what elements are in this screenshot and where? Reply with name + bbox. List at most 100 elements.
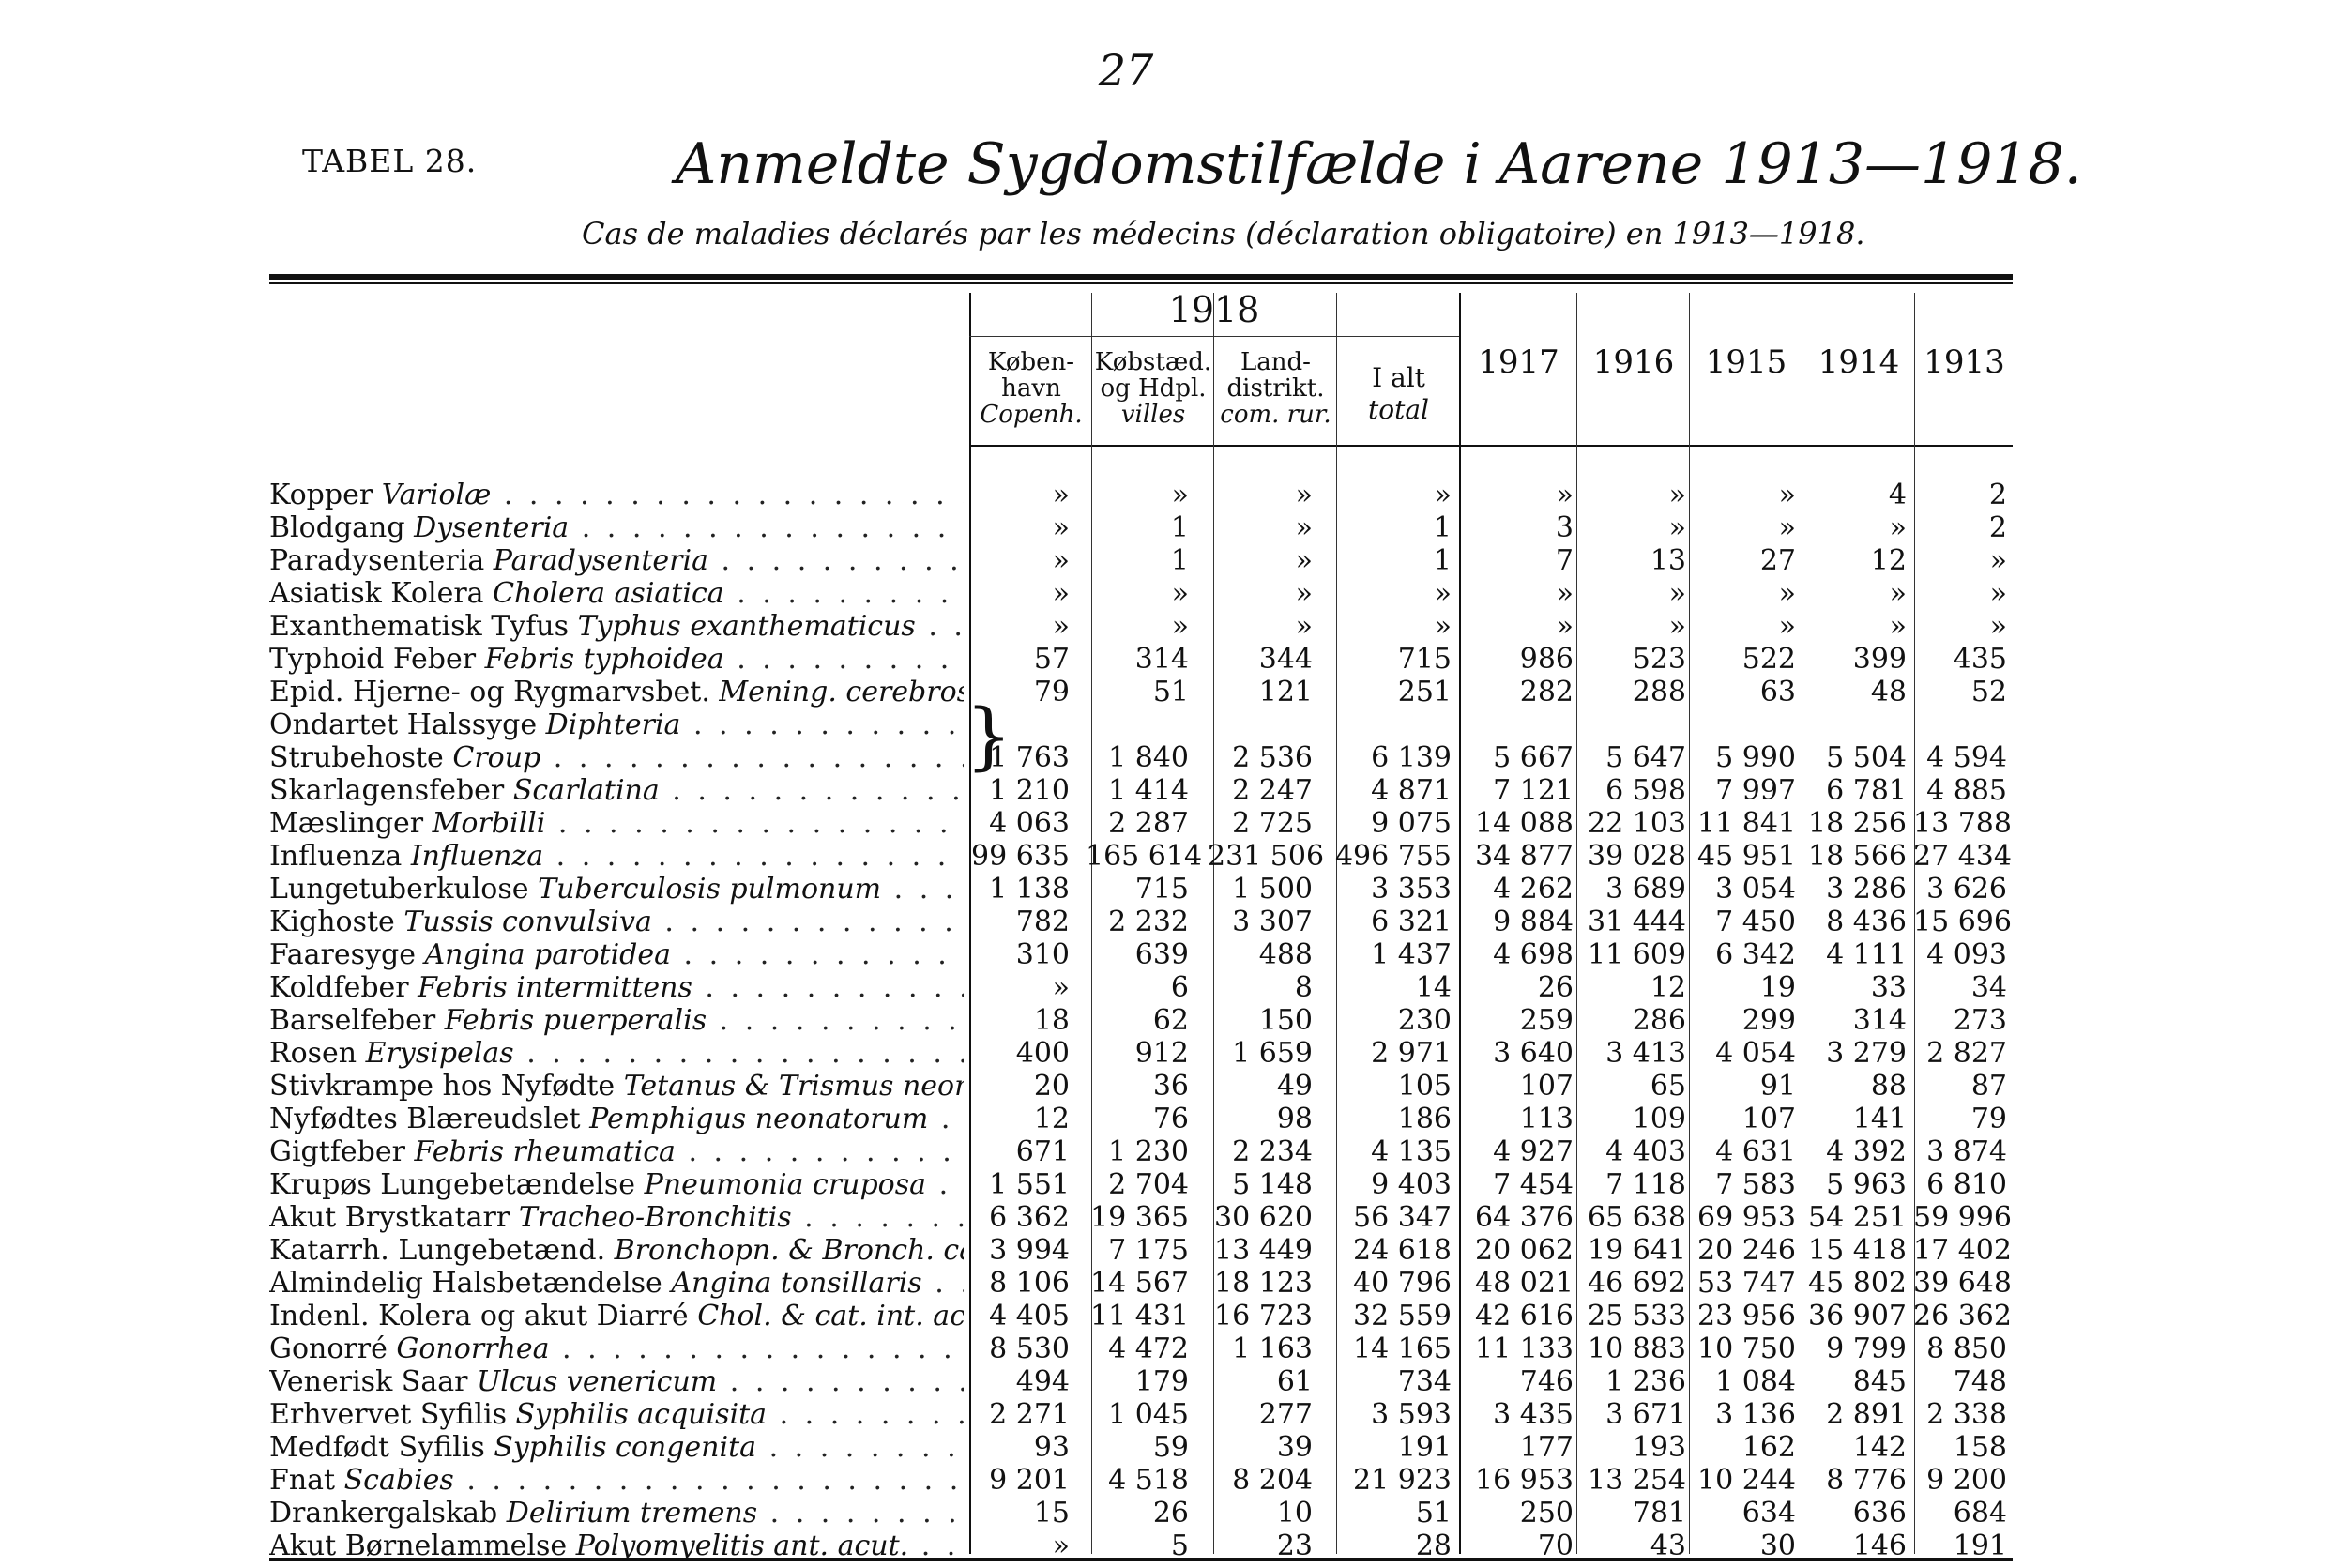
table-cell: 91: [1759, 1070, 1796, 1103]
table-row: Blodgang Dysenteria . . . . . . . . . . …: [269, 511, 2013, 544]
leader-dots: . . . . . . . . . . . . . . . . . . . .: [688, 1135, 964, 1168]
table-cell: 4 631: [1715, 1135, 1796, 1168]
table-cell: 715: [1397, 643, 1452, 676]
table-cell: 230: [1397, 1004, 1452, 1037]
table-row: Paradysenteria Paradysenteria . . . . . …: [269, 544, 2013, 577]
disease-name: Faaresyge: [269, 938, 416, 971]
leader-dots: . . . . . . . . . . . . . . . . . . . .: [664, 906, 964, 938]
table-cell: 3 286: [1826, 873, 1907, 906]
table-cell: 17 402: [1913, 1234, 2012, 1267]
table-row: Almindelig Halsbetændelse Angina tonsill…: [269, 1267, 2013, 1300]
table-cell: 7 454: [1493, 1168, 1574, 1201]
table-cell: 2 287: [1108, 807, 1189, 840]
table-row: Akut Børnelammelse Polyomyelitis ant. ac…: [269, 1530, 2013, 1562]
table-cell: 13 449: [1214, 1234, 1313, 1267]
table-cell: 2 247: [1232, 774, 1313, 807]
table-label: TABEL 28.: [302, 143, 478, 179]
table-cell: 40 796: [1353, 1267, 1452, 1300]
table-cell: »: [1989, 544, 2007, 577]
table-cell: 7 997: [1715, 774, 1796, 807]
table-cell: 4 063: [989, 807, 1070, 840]
table-cell: 5 647: [1605, 741, 1686, 774]
table-cell: 5 504: [1826, 741, 1907, 774]
disease-name: Lungetuberkulose: [269, 873, 529, 906]
table-cell: 150: [1258, 1004, 1313, 1037]
leader-dots: . . . . . . . . . . . . . . . . . . . .: [581, 511, 964, 544]
table-cell: 4: [1888, 479, 1907, 511]
table-cell: 1 210: [989, 774, 1070, 807]
disease-name: Exanthematisk Tyfus: [269, 610, 570, 643]
row-label: Rosen Erysipelas . . . . . . . . . . . .…: [269, 1037, 964, 1070]
table-cell: 46 692: [1588, 1267, 1686, 1300]
table-cell: 1 840: [1108, 741, 1189, 774]
table-row: Lungetuberkulose Tuberculosis pulmonum .…: [269, 873, 2013, 906]
table-cell: »: [1295, 544, 1313, 577]
disease-name: Fnat: [269, 1464, 336, 1497]
column-divider: [1576, 293, 1577, 1554]
table-cell: 18 566: [1808, 840, 1907, 873]
column-divider: [1091, 293, 1092, 1554]
table-cell: 277: [1258, 1398, 1313, 1431]
disease-name: Indenl. Kolera og akut Diarré: [269, 1300, 689, 1332]
latin-name: Bronchopn. & Bronch. cap.: [614, 1234, 964, 1267]
leader-dots: . . . . . . . . . . . . . . . . . . . .: [920, 1530, 964, 1562]
header-year: 1914: [1817, 343, 1900, 381]
table-cell: 1: [1170, 511, 1189, 544]
latin-name: Erysipelas: [365, 1037, 514, 1070]
table-cell: 107: [1519, 1070, 1574, 1103]
table-cell: 2 725: [1232, 807, 1313, 840]
table-cell: 259: [1519, 1004, 1574, 1037]
leader-dots: . . . . . . . . . . . . . . . . . . . .: [491, 479, 964, 511]
table-cell: 79: [1970, 1103, 2007, 1135]
table-cell: 146: [1852, 1530, 1907, 1562]
table-cell: 51: [1415, 1497, 1452, 1530]
table-cell: 1 500: [1232, 873, 1313, 906]
table-cell: 87: [1970, 1070, 2007, 1103]
table-cell: 8 106: [989, 1267, 1070, 1300]
table-cell: 162: [1741, 1431, 1796, 1464]
table-cell: 30: [1759, 1530, 1796, 1562]
disease-name: Almindelig Halsbetændelse: [269, 1267, 662, 1300]
table-row: Erhvervet Syfilis Syphilis acquisita . .…: [269, 1398, 2013, 1431]
table-cell: 2 971: [1371, 1037, 1452, 1070]
table-row: Mæslinger Morbilli . . . . . . . . . . .…: [269, 807, 2013, 840]
table-cell: »: [1778, 511, 1796, 544]
table-cell: 12: [1033, 1103, 1070, 1135]
table-cell: 286: [1632, 1004, 1686, 1037]
latin-name: Variolæ: [381, 479, 492, 511]
table-cell: 299: [1741, 1004, 1796, 1037]
header-year: 1917: [1478, 343, 1559, 381]
table-cell: 4 405: [989, 1300, 1070, 1332]
table-cell: 11 841: [1697, 807, 1796, 840]
leader-dots: . . . . . . . . . . . . . . . . . . . .: [526, 1037, 964, 1070]
table-cell: »: [1889, 511, 1907, 544]
disease-name: Kighoste: [269, 906, 395, 938]
table-cell: 36 907: [1808, 1300, 1907, 1332]
latin-name: Syphilis congenita: [494, 1431, 757, 1464]
table-cell: »: [1668, 610, 1686, 643]
table-cell: 10 883: [1588, 1332, 1686, 1365]
row-label: Paradysenteria Paradysenteria . . . . . …: [269, 544, 964, 577]
header-rule: [969, 445, 2013, 447]
header-rural: Land-distrikt. com. rur.: [1220, 348, 1331, 429]
latin-name: Febris rheumatica: [414, 1135, 676, 1168]
table-cell: 1 551: [989, 1168, 1070, 1201]
table-cell: 27 434: [1913, 840, 2012, 873]
table-cell: 7 121: [1493, 774, 1574, 807]
disease-name: Strubehoste: [269, 741, 444, 774]
table-cell: 107: [1741, 1103, 1796, 1135]
table-cell: 28: [1415, 1530, 1452, 1562]
disease-name: Influenza: [269, 840, 403, 873]
table-cell: 48: [1870, 676, 1907, 708]
table-cell: 1 236: [1605, 1365, 1686, 1398]
table-cell: 912: [1134, 1037, 1189, 1070]
latin-name: Polyomyelitis ant. acut.: [575, 1530, 909, 1562]
table-row: Barselfeber Febris puerperalis . . . . .…: [269, 1004, 2013, 1037]
disease-name: Katarrh. Lungebetænd.: [269, 1234, 606, 1267]
top-rule-thin: [269, 282, 2013, 284]
latin-name: Febris puerperalis: [444, 1004, 707, 1037]
table-cell: 3: [1555, 511, 1574, 544]
disease-name: Akut Børnelammelse: [269, 1530, 568, 1562]
latin-name: Febris intermittens: [418, 971, 692, 1004]
row-label: Almindelig Halsbetændelse Angina tonsill…: [269, 1267, 964, 1300]
